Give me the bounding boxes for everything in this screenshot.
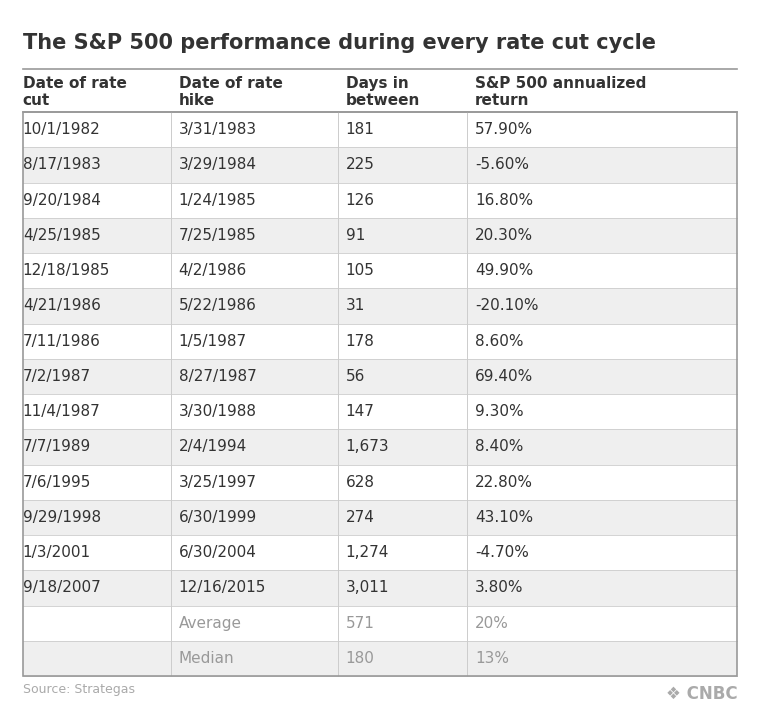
Text: 11/4/1987: 11/4/1987	[23, 404, 100, 419]
Text: 6/30/1999: 6/30/1999	[179, 510, 257, 525]
Bar	[23, 606, 737, 641]
Text: 4/25/1985: 4/25/1985	[23, 228, 100, 243]
Bar	[23, 112, 737, 147]
Text: 16.80%: 16.80%	[475, 193, 533, 208]
Text: 628: 628	[346, 475, 375, 489]
Text: 12/18/1985: 12/18/1985	[23, 263, 110, 278]
Text: 8.40%: 8.40%	[475, 440, 524, 454]
Text: 5/22/1986: 5/22/1986	[179, 299, 256, 313]
Text: Days in
between: Days in between	[346, 76, 420, 108]
Text: 57.90%: 57.90%	[475, 122, 533, 137]
Text: 13%: 13%	[475, 651, 509, 666]
Bar	[23, 112, 737, 676]
Text: Average: Average	[179, 616, 242, 630]
Text: 7/7/1989: 7/7/1989	[23, 440, 91, 454]
Bar	[23, 500, 737, 535]
Text: 147: 147	[346, 404, 375, 419]
Bar	[23, 429, 737, 465]
Text: 178: 178	[346, 334, 375, 348]
Text: Date of rate
hike: Date of rate hike	[179, 76, 283, 108]
Text: -4.70%: -4.70%	[475, 545, 529, 560]
Text: 1,274: 1,274	[346, 545, 389, 560]
Text: 9/18/2007: 9/18/2007	[23, 581, 100, 595]
Text: 10/1/1982: 10/1/1982	[23, 122, 100, 137]
Bar	[23, 253, 737, 288]
Text: 69.40%: 69.40%	[475, 369, 534, 384]
Text: 225: 225	[346, 158, 375, 172]
Text: 181: 181	[346, 122, 375, 137]
Bar	[23, 183, 737, 218]
Bar	[23, 465, 737, 500]
Text: 12/16/2015: 12/16/2015	[179, 581, 266, 595]
Text: 1/24/1985: 1/24/1985	[179, 193, 256, 208]
Text: 3/30/1988: 3/30/1988	[179, 404, 257, 419]
Text: 20%: 20%	[475, 616, 509, 630]
Text: 31: 31	[346, 299, 365, 313]
Text: 7/2/1987: 7/2/1987	[23, 369, 91, 384]
Bar	[23, 218, 737, 253]
Text: -5.60%: -5.60%	[475, 158, 529, 172]
Text: -20.10%: -20.10%	[475, 299, 539, 313]
Text: 7/25/1985: 7/25/1985	[179, 228, 256, 243]
Bar	[23, 394, 737, 429]
Text: 22.80%: 22.80%	[475, 475, 533, 489]
Text: 7/6/1995: 7/6/1995	[23, 475, 91, 489]
Text: 4/21/1986: 4/21/1986	[23, 299, 100, 313]
Bar	[23, 324, 737, 359]
Text: 9/29/1998: 9/29/1998	[23, 510, 101, 525]
Text: 49.90%: 49.90%	[475, 263, 534, 278]
Text: 56: 56	[346, 369, 365, 384]
Text: 3,011: 3,011	[346, 581, 389, 595]
Text: 91: 91	[346, 228, 365, 243]
Text: ❖ CNBC: ❖ CNBC	[666, 685, 737, 703]
Bar	[23, 147, 737, 182]
Text: 4/2/1986: 4/2/1986	[179, 263, 247, 278]
Text: 105: 105	[346, 263, 375, 278]
Text: 9.30%: 9.30%	[475, 404, 524, 419]
Text: 6/30/2004: 6/30/2004	[179, 545, 256, 560]
Text: 3.80%: 3.80%	[475, 581, 524, 595]
Text: 1/5/1987: 1/5/1987	[179, 334, 247, 348]
Text: 1/3/2001: 1/3/2001	[23, 545, 91, 560]
Text: 126: 126	[346, 193, 375, 208]
Bar	[23, 359, 737, 394]
Text: 20.30%: 20.30%	[475, 228, 533, 243]
Bar	[23, 288, 737, 324]
Text: 274: 274	[346, 510, 375, 525]
Text: 3/31/1983: 3/31/1983	[179, 122, 257, 137]
Text: 3/25/1997: 3/25/1997	[179, 475, 257, 489]
Text: Date of rate
cut: Date of rate cut	[23, 76, 127, 108]
Bar	[23, 535, 737, 570]
Bar	[23, 641, 737, 676]
Text: 1,673: 1,673	[346, 440, 389, 454]
Text: 3/29/1984: 3/29/1984	[179, 158, 257, 172]
Text: S&P 500 annualized
return: S&P 500 annualized return	[475, 76, 646, 108]
Text: 9/20/1984: 9/20/1984	[23, 193, 100, 208]
Text: The S&P 500 performance during every rate cut cycle: The S&P 500 performance during every rat…	[23, 33, 656, 53]
Text: Median: Median	[179, 651, 234, 666]
Text: 8/17/1983: 8/17/1983	[23, 158, 100, 172]
Text: Source: Strategas: Source: Strategas	[23, 683, 135, 696]
Text: 180: 180	[346, 651, 375, 666]
Bar	[23, 570, 737, 606]
Text: 8/27/1987: 8/27/1987	[179, 369, 256, 384]
Text: 7/11/1986: 7/11/1986	[23, 334, 100, 348]
Text: 571: 571	[346, 616, 375, 630]
Text: 8.60%: 8.60%	[475, 334, 524, 348]
Text: 2/4/1994: 2/4/1994	[179, 440, 247, 454]
Text: 43.10%: 43.10%	[475, 510, 533, 525]
